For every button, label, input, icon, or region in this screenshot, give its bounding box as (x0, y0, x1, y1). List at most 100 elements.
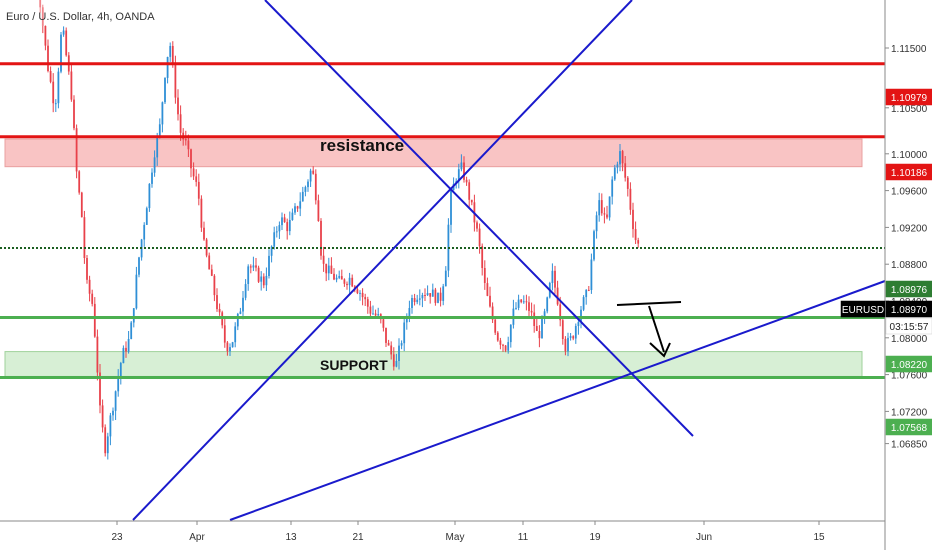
candle-body (320, 220, 322, 256)
candle-body (262, 276, 265, 286)
candle-body (127, 339, 130, 352)
candle-body (49, 71, 52, 82)
price-label-box (885, 163, 932, 181)
candle-body (564, 338, 567, 352)
candle-body (499, 340, 502, 345)
candle-body (73, 99, 75, 129)
candle-body (190, 149, 192, 169)
candle-body (288, 220, 291, 232)
resistance-label: resistance (320, 136, 404, 155)
candle-body (567, 337, 569, 352)
candle-body (385, 327, 387, 343)
candle-body (465, 179, 468, 183)
candle-body (158, 124, 161, 136)
candle-body (561, 320, 564, 339)
candle-body (75, 128, 78, 172)
candle-body (179, 114, 182, 133)
candle-body (44, 25, 47, 46)
price-label: 03:15:57 (890, 322, 929, 333)
candle-body (161, 102, 164, 125)
candle-body (619, 151, 621, 165)
candle-body (192, 168, 195, 177)
candle-body (106, 436, 109, 454)
candle-body (634, 229, 637, 241)
time-tick-label: 19 (589, 532, 601, 543)
candle-body (538, 331, 541, 339)
candle-body (281, 217, 283, 226)
candle-body (476, 222, 478, 229)
candle-body (286, 222, 289, 232)
candle-body (88, 279, 91, 294)
candle-body (255, 265, 257, 268)
candle-body (213, 275, 216, 296)
price-label: 1.08970 (891, 305, 928, 316)
candle-body (249, 266, 252, 268)
candle-body (535, 326, 538, 331)
candle-body (551, 270, 554, 283)
candle-body (247, 266, 250, 284)
price-tick-label: 1.08800 (891, 260, 928, 271)
candle-body (273, 232, 276, 247)
candle-body (351, 277, 354, 287)
candle-body (598, 200, 601, 216)
price-label: 1.08220 (891, 360, 928, 371)
candle-body (338, 276, 341, 278)
candle-body (429, 293, 432, 297)
candle-body (156, 136, 159, 158)
candle-body (377, 314, 380, 316)
candle-body (317, 200, 320, 221)
candle-body (587, 289, 590, 291)
candle-body (309, 170, 312, 182)
neckline-mark (616, 301, 682, 306)
candle-body (343, 279, 346, 284)
candle-body (130, 322, 133, 339)
candle-body (546, 297, 549, 312)
candle-body (307, 181, 309, 188)
candle-body (340, 276, 343, 280)
candle-body (457, 169, 460, 182)
candle-body (119, 363, 122, 378)
candle-body (153, 157, 156, 173)
candle-body (541, 317, 543, 339)
candle-body (483, 268, 486, 283)
candle-body (299, 201, 302, 209)
candle-body (177, 97, 179, 115)
candle-body (603, 213, 606, 215)
candle-body (210, 269, 213, 276)
candle-body (314, 173, 317, 201)
candle-body (57, 71, 60, 104)
candle-body (148, 183, 151, 209)
candle-body (229, 347, 231, 352)
candle-body (304, 187, 307, 192)
candle-body (613, 167, 616, 180)
candle-body (244, 284, 247, 298)
time-tick-label: 23 (111, 532, 123, 543)
candle-body (439, 292, 442, 301)
candle-body (195, 176, 198, 182)
candle-body (444, 270, 447, 287)
candle-body (403, 322, 406, 344)
ascending-trendline (132, 0, 633, 521)
candle-body (530, 310, 533, 313)
candle-body (595, 215, 598, 232)
candle-body (54, 103, 57, 105)
candle-body (208, 255, 211, 270)
candle-body (86, 258, 88, 280)
candle-body (437, 292, 439, 303)
candle-body (91, 293, 94, 304)
candle-body (517, 299, 520, 308)
candle-body (169, 46, 172, 57)
candle-body (327, 265, 330, 274)
candle-body (325, 263, 328, 274)
candle-body (260, 276, 263, 282)
price-tick-label: 1.10500 (891, 104, 928, 115)
candle-body (556, 287, 559, 305)
candle-body (236, 313, 239, 327)
candle-body (143, 224, 146, 240)
time-tick-label: 15 (813, 532, 825, 543)
price-label-box (840, 300, 886, 318)
candle-body (312, 170, 315, 174)
price-label: EURUSD (842, 305, 884, 316)
